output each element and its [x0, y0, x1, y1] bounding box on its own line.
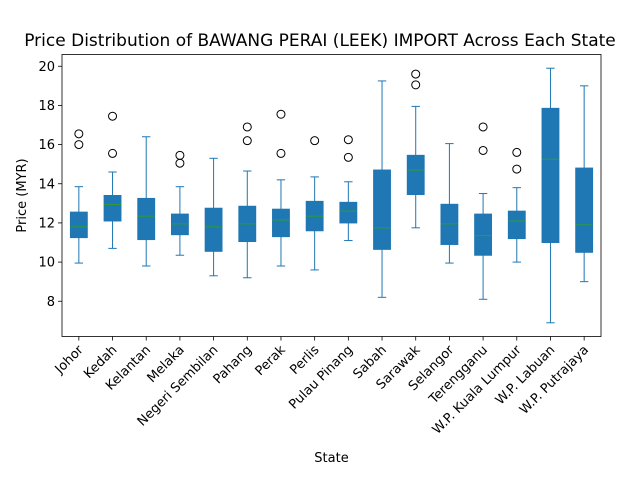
outlier-point — [512, 164, 522, 174]
plot-area — [69, 67, 594, 324]
outlier-point — [74, 140, 84, 150]
outlier-point — [74, 129, 84, 139]
box-w-p-putrajaya — [575, 85, 594, 283]
box-body — [507, 210, 526, 240]
box-sabah — [373, 80, 391, 298]
box-body — [373, 169, 391, 250]
y-tick-label: 20 — [38, 60, 55, 75]
box-body — [339, 201, 358, 224]
outlier-point — [276, 109, 286, 119]
box-w-p-kuala-lumpur — [507, 147, 526, 263]
box-body — [69, 211, 88, 239]
box-body — [137, 197, 156, 241]
y-tick-label: 14 — [38, 177, 55, 192]
outlier-point — [478, 122, 488, 132]
y-tick-label: 16 — [38, 138, 55, 153]
outlier-point — [276, 148, 286, 158]
box-melaka — [170, 150, 189, 256]
y-tick-label: 10 — [38, 256, 55, 271]
outlier-point — [343, 135, 353, 145]
y-tick-label: 8 — [47, 295, 55, 310]
plot-frame — [61, 54, 602, 337]
box-johor — [69, 129, 88, 264]
box-body — [474, 213, 493, 256]
box-perak — [272, 109, 290, 267]
x-tick-label: Perak — [253, 342, 290, 379]
outlier-point — [242, 122, 252, 132]
box-pulau-pinang — [339, 135, 358, 242]
box-kelantan — [137, 136, 156, 267]
box-body — [103, 195, 122, 222]
box-sarawak — [406, 69, 425, 229]
outlier-point — [512, 147, 522, 157]
outlier-point — [411, 69, 421, 79]
box-negeri-sembilan — [204, 157, 223, 277]
box-body — [272, 208, 290, 238]
outlier-point — [411, 80, 421, 90]
box-kedah — [103, 111, 122, 249]
box-terengganu — [474, 122, 493, 300]
outlier-point — [175, 158, 185, 168]
outlier-point — [478, 145, 488, 155]
box-selangor — [440, 143, 459, 264]
y-axis-label: Price (MYR) — [15, 158, 30, 232]
box-pahang — [238, 122, 257, 279]
y-tick-label: 18 — [38, 99, 55, 114]
outlier-point — [175, 150, 185, 160]
y-tick-label: 12 — [38, 216, 55, 231]
chart-title: Price Distribution of BAWANG PERAI (LEEK… — [24, 31, 616, 51]
box-body — [575, 167, 594, 253]
box-body — [204, 207, 223, 252]
outlier-point — [343, 152, 353, 162]
outlier-point — [108, 111, 118, 121]
box-perlis — [305, 136, 324, 271]
x-axis-label: State — [314, 451, 348, 466]
outlier-point — [242, 136, 252, 146]
outlier-point — [108, 148, 118, 158]
box-w-p-labuan — [541, 67, 560, 324]
box-body — [406, 154, 425, 196]
y-axis: 8 10 12 14 16 18 20 — [38, 60, 62, 310]
box-body — [541, 107, 560, 243]
outlier-point — [310, 136, 320, 146]
